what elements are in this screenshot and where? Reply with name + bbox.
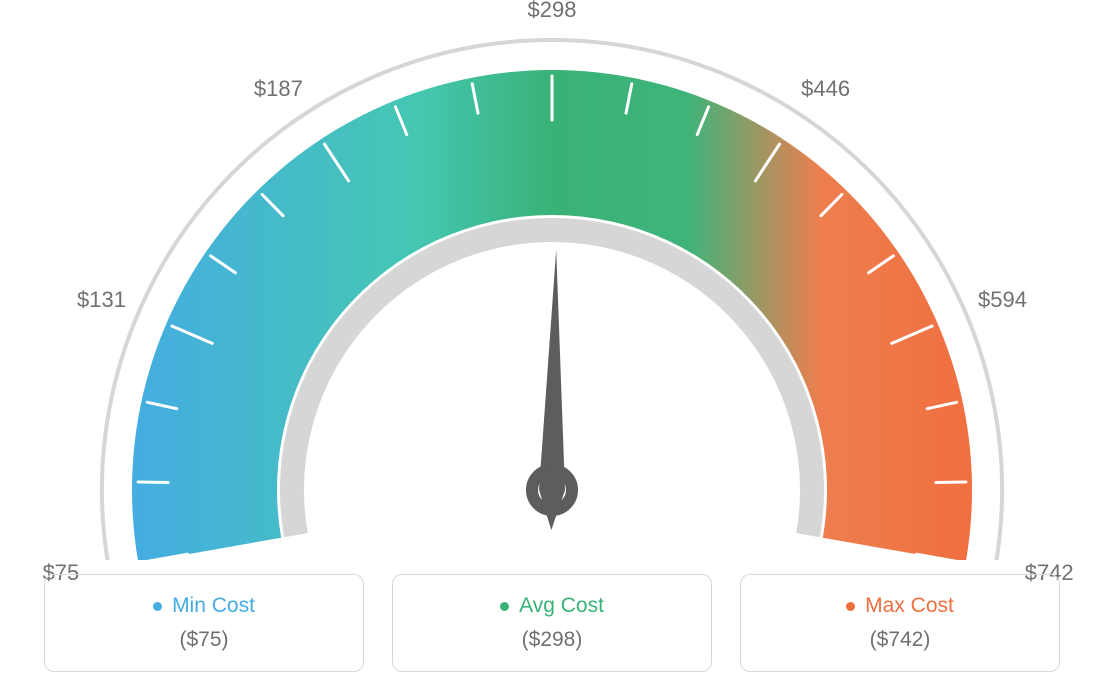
legend-value: ($298) <box>522 628 583 652</box>
legend-label: Avg Cost <box>519 594 604 618</box>
legend-card-max: Max Cost ($742) <box>740 574 1060 672</box>
legend-card-min: Min Cost ($75) <box>44 574 364 672</box>
cost-gauge-widget: $75$131$187$298$446$594$742 Min Cost ($7… <box>0 0 1104 690</box>
legend-value: ($742) <box>870 628 931 652</box>
dot-icon <box>153 602 162 611</box>
legend-card-avg: Avg Cost ($298) <box>392 574 712 672</box>
gauge-svg <box>0 0 1104 560</box>
gauge: $75$131$187$298$446$594$742 <box>0 0 1104 560</box>
legend-title-max: Max Cost <box>846 594 954 618</box>
legend-title-avg: Avg Cost <box>500 594 604 618</box>
legend-title-min: Min Cost <box>153 594 255 618</box>
dot-icon <box>846 602 855 611</box>
legend-row: Min Cost ($75) Avg Cost ($298) Max Cost … <box>0 574 1104 672</box>
legend-label: Min Cost <box>172 594 255 618</box>
dot-icon <box>500 602 509 611</box>
legend-value: ($75) <box>179 628 228 652</box>
legend-label: Max Cost <box>865 594 954 618</box>
